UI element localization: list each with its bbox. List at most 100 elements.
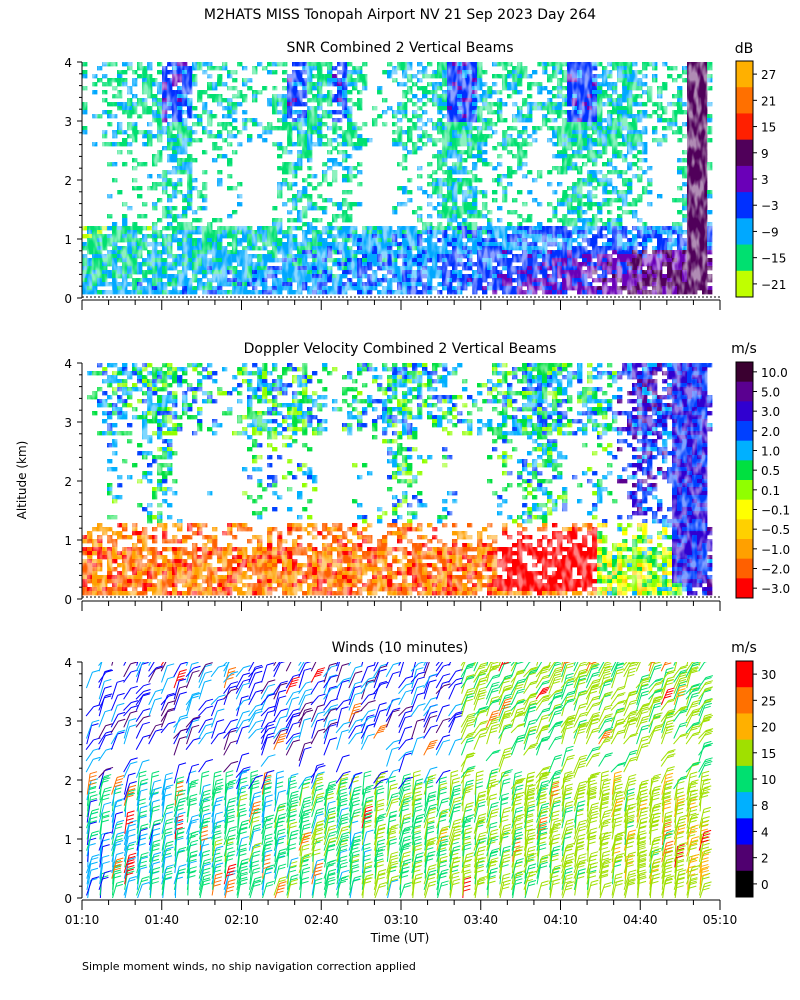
colorbar-swatch	[736, 244, 753, 272]
x-tick-label: 04:10	[543, 913, 578, 927]
colorbar-label: 2	[761, 852, 769, 866]
colorbar-swatch	[736, 165, 753, 193]
x-tick-label: 02:10	[224, 913, 259, 927]
colorbar-swatch	[736, 870, 753, 898]
x-axis-label: Time (UT)	[370, 931, 430, 945]
winds-colorbar-unit: m/s	[731, 640, 757, 656]
y-tick-label: 3	[64, 115, 72, 129]
colorbar-swatch	[736, 539, 753, 560]
footnote: Simple moment winds, no ship navigation …	[82, 960, 416, 973]
y-tick-label: 2	[64, 475, 72, 489]
y-tick-label: 4	[64, 357, 72, 371]
colorbar-label: 15	[761, 747, 776, 761]
colorbar-label: −0.5	[761, 523, 790, 537]
colorbar-swatch	[736, 792, 753, 819]
y-tick-label: 1	[64, 534, 72, 548]
colorbar-label: 1.0	[761, 445, 780, 459]
colorbar-label: 20	[761, 721, 776, 735]
colorbar-swatch	[736, 113, 753, 141]
x-tick-label: 01:40	[144, 913, 179, 927]
snr-colorbar-unit: dB	[735, 41, 754, 57]
colorbar-swatch	[736, 139, 753, 167]
colorbar-label: 21	[761, 94, 776, 108]
snr-title: SNR Combined 2 Vertical Beams	[286, 40, 513, 56]
doppler-axes: 0 1 2 3 4	[64, 357, 721, 611]
colorbar-label: 15	[761, 121, 776, 135]
colorbar-label: 0.1	[761, 484, 780, 498]
colorbar-swatch	[736, 499, 753, 520]
y-tick-label: 2	[64, 174, 72, 188]
y-tick-label: 4	[64, 56, 72, 70]
colorbar-label: −21	[761, 278, 786, 292]
colorbar-swatch	[736, 661, 753, 688]
y-tick-label: 1	[64, 833, 72, 847]
colorbar-label: −15	[761, 252, 786, 266]
colorbar-swatch	[736, 401, 753, 422]
snr-panel: SNR Combined 2 Vertical Beams 0 1 2 3 4 27 21…	[64, 40, 786, 310]
colorbar-swatch	[736, 218, 753, 246]
colorbar-swatch	[736, 421, 753, 442]
colorbar-label: 30	[761, 668, 776, 682]
snr-heatmap	[82, 62, 720, 298]
x-tick-label: 03:40	[463, 913, 498, 927]
doppler-colorbar-unit: m/s	[731, 341, 757, 357]
y-tick-label: 0	[64, 292, 72, 306]
colorbar-swatch	[736, 270, 753, 298]
colorbar-label: 9	[761, 147, 769, 161]
colorbar-swatch	[736, 87, 753, 114]
doppler-panel: Doppler Velocity Combined 2 Vertical Bea…	[64, 341, 790, 611]
colorbar-swatch	[736, 558, 753, 579]
y-tick-label: 1	[64, 233, 72, 247]
colorbar-label: 3.0	[761, 405, 780, 419]
figure-title: M2HATS MISS Tonopah Airport NV 21 Sep 20…	[204, 7, 596, 23]
doppler-title: Doppler Velocity Combined 2 Vertical Bea…	[244, 341, 557, 357]
colorbar-swatch	[736, 381, 753, 402]
y-axis-label: Altitude (km)	[15, 441, 29, 520]
colorbar-label: −3.0	[761, 582, 790, 596]
y-tick-label: 0	[64, 892, 72, 906]
colorbar-swatch	[736, 713, 753, 741]
doppler-heatmap	[82, 363, 720, 599]
x-tick-label: 05:10	[703, 913, 738, 927]
colorbar-label: 0	[761, 878, 769, 892]
colorbar-swatch	[736, 519, 753, 540]
y-tick-label: 4	[64, 656, 72, 670]
colorbar-label: 0.5	[761, 464, 780, 478]
colorbar-swatch	[736, 578, 753, 599]
colorbar-label: −2.0	[761, 563, 790, 577]
doppler-colorbar: 10.0 5.0 3.0 2.0 1.0 0.5 0.1 −0.1 −0.5 −1.0 −2.0 −3…	[735, 361, 790, 599]
colorbar-label: 3	[761, 173, 769, 187]
colorbar-swatch	[736, 844, 753, 872]
colorbar-label: −9	[761, 225, 779, 239]
colorbar-label: 27	[761, 68, 776, 82]
snr-colorbar: 27 21 15 9 3 −3 −9 −15 −21	[735, 60, 786, 298]
colorbar-swatch	[736, 480, 753, 501]
colorbar-swatch	[736, 61, 753, 88]
colorbar-label: 8	[761, 799, 769, 813]
y-tick-label: 3	[64, 715, 72, 729]
colorbar-swatch	[736, 362, 753, 383]
colorbar-swatch	[736, 192, 753, 219]
colorbar-label: −0.1	[761, 504, 790, 518]
x-tick-label: 03:10	[384, 913, 419, 927]
x-tick-label: 02:40	[304, 913, 339, 927]
colorbar-swatch	[736, 765, 753, 793]
colorbar-label: −1.0	[761, 543, 790, 557]
colorbar-label: −3	[761, 199, 779, 213]
colorbar-swatch	[736, 440, 753, 461]
colorbar-label: 4	[761, 825, 769, 839]
colorbar-swatch	[736, 739, 753, 767]
snr-axes: 0 1 2 3 4	[64, 56, 721, 310]
y-tick-label: 0	[64, 593, 72, 607]
winds-axes: 0 1 2 3 4 01:10 01:40 02:10 02:40 03:10 03:40 04:10…	[64, 656, 737, 927]
colorbar-swatch	[736, 687, 753, 714]
y-tick-label: 3	[64, 416, 72, 430]
colorbar-label: 10	[761, 773, 776, 787]
x-tick-label: 01:10	[65, 913, 100, 927]
colorbar-label: 25	[761, 694, 776, 708]
colorbar-label: 10.0	[761, 366, 788, 380]
colorbar-label: 5.0	[761, 386, 780, 400]
